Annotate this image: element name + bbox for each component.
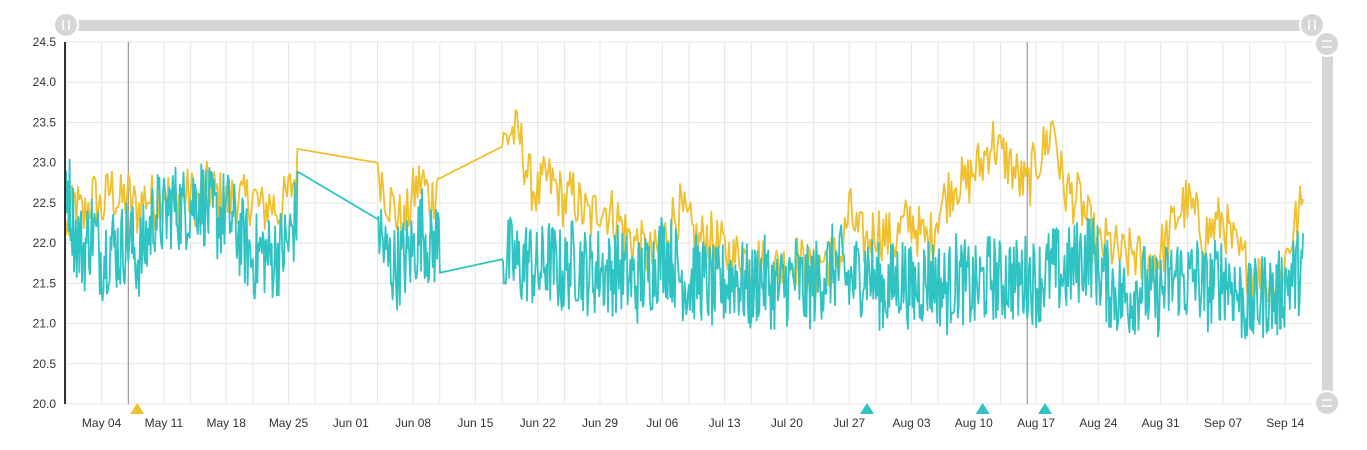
annotation-marker [1038, 403, 1052, 414]
vertical-scrollbar-track[interactable] [1322, 42, 1333, 404]
annotation-marker [130, 403, 145, 414]
annotation-marker [975, 403, 990, 414]
x-tick-label: Aug 17 [1017, 416, 1055, 430]
x-tick-label: Jul 20 [771, 416, 803, 430]
x-tick-label: May 11 [145, 416, 184, 430]
x-tick-label: Jun 22 [520, 416, 556, 430]
x-tick-label: Sep 07 [1204, 416, 1242, 430]
x-tick-label: Aug 31 [1142, 416, 1180, 430]
x-tick-label: May 04 [82, 416, 122, 430]
x-tick-label: Jun 15 [457, 416, 493, 430]
x-tick-label: Aug 24 [1079, 416, 1117, 430]
horizontal-scrollbar[interactable] [53, 12, 1325, 38]
vertical-scrollbar[interactable] [1314, 31, 1340, 416]
annotation-lines [127, 42, 1028, 404]
x-tick-label: Sep 14 [1266, 416, 1304, 430]
y-tick-label: 22.0 [33, 236, 57, 250]
y-tick-labels: 24.5 24.0 23.5 23.0 22.5 22.0 21.5 21.0 20.5 20.0 [33, 35, 57, 411]
horizontal-scrollbar-track[interactable] [66, 20, 1312, 31]
x-tick-label: Jul 13 [709, 416, 741, 430]
y-tick-label: 21.0 [33, 317, 57, 331]
x-tick-label: Aug 10 [955, 416, 993, 430]
x-tick-label: May 25 [269, 416, 309, 430]
x-tick-label: Jul 06 [646, 416, 678, 430]
y-tick-label: 21.5 [33, 276, 57, 290]
annotation-marker [860, 403, 874, 414]
x-tick-label: May 18 [207, 416, 247, 430]
y-tick-label: 20.0 [33, 397, 57, 411]
vertical-scrollbar-bottom-handle[interactable] [1314, 390, 1340, 416]
y-tick-label: 23.0 [33, 156, 57, 170]
x-tick-label: Jun 29 [582, 416, 618, 430]
x-tick-label: Jun 08 [395, 416, 431, 430]
y-tick-label: 20.5 [33, 357, 57, 371]
x-tick-label: Aug 03 [892, 416, 930, 430]
x-tick-label: Jul 27 [833, 416, 865, 430]
y-tick-label: 22.5 [33, 196, 57, 210]
y-tick-label: 23.5 [33, 115, 57, 129]
x-tick-labels: May 04 May 11 May 18 May 25 Jun 01 Jun 08 Jun … [82, 416, 1305, 430]
y-tick-label: 24.5 [33, 35, 57, 49]
series-group [65, 109, 1304, 340]
vertical-scrollbar-top-handle[interactable] [1314, 31, 1340, 57]
series-line [65, 158, 1304, 340]
horizontal-scrollbar-end-handle[interactable] [1299, 12, 1325, 38]
annotation-markers [130, 403, 1052, 414]
horizontal-scrollbar-start-handle[interactable] [53, 12, 79, 38]
grid [65, 41, 1312, 405]
y-tick-label: 24.0 [33, 75, 57, 89]
x-tick-label: Jun 01 [333, 416, 369, 430]
